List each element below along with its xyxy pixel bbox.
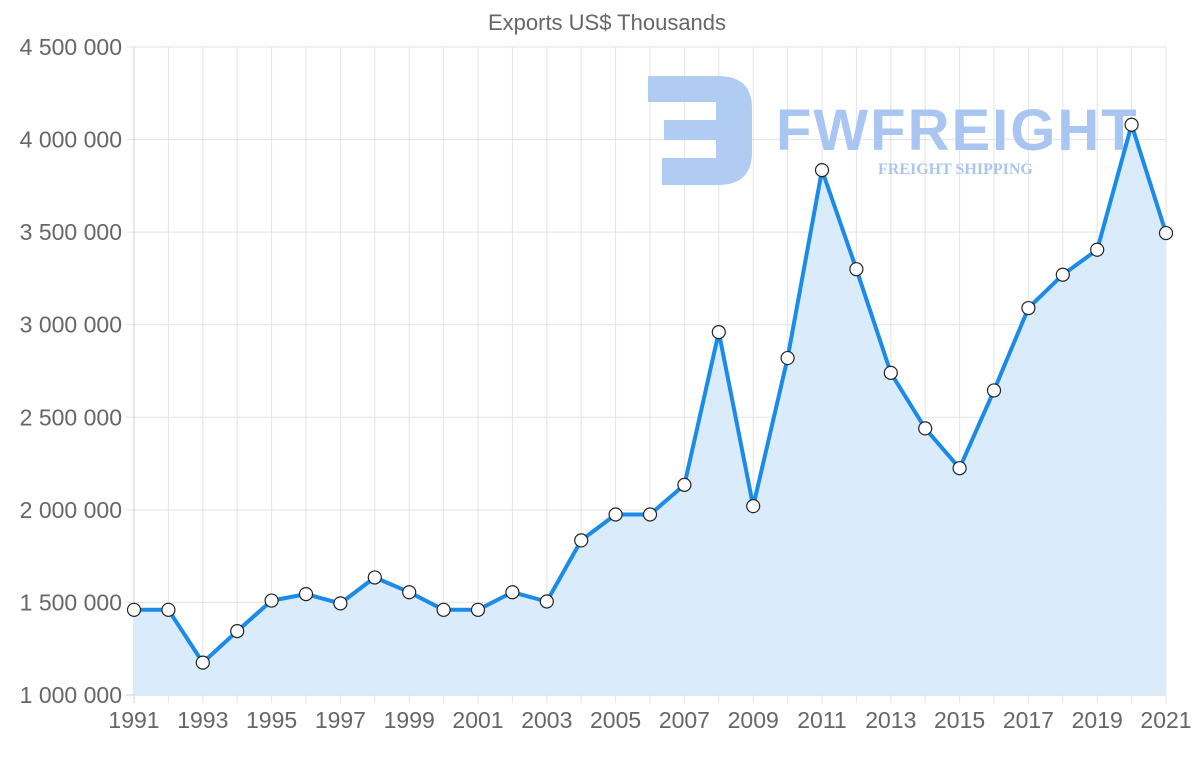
- y-tick-label: 3 500 000: [20, 219, 122, 245]
- data-point-2020[interactable]: [1124, 117, 1139, 132]
- x-tick-label: 2009: [728, 707, 779, 733]
- data-point-1999[interactable]: [402, 585, 417, 600]
- fwfreight-logo-icon: [648, 76, 752, 185]
- data-point-2002[interactable]: [505, 585, 520, 600]
- x-tick-label: 2015: [934, 707, 985, 733]
- data-point-2015[interactable]: [952, 461, 967, 476]
- y-tick-label: 4 000 000: [20, 127, 122, 153]
- data-point-1996[interactable]: [298, 586, 314, 602]
- data-point-1998[interactable]: [367, 570, 382, 585]
- data-point-2011[interactable]: [814, 163, 830, 178]
- data-point-2012[interactable]: [849, 262, 864, 277]
- data-point-2005[interactable]: [608, 507, 623, 522]
- data-point-2006[interactable]: [642, 507, 658, 522]
- data-point-2016[interactable]: [986, 383, 1002, 398]
- data-point-1997[interactable]: [333, 596, 348, 611]
- data-point-1994[interactable]: [230, 624, 245, 639]
- watermark-brand: FWFREIGHT: [776, 98, 1139, 163]
- x-tick-label: 2001: [452, 707, 503, 733]
- x-tick-label: 2007: [659, 707, 710, 733]
- x-tick-label: 1999: [384, 707, 435, 733]
- area-fill-shape: [134, 124, 1166, 696]
- data-point-2004[interactable]: [574, 533, 589, 548]
- data-point-2019[interactable]: [1090, 242, 1105, 257]
- x-tick-label: 2021: [1140, 707, 1191, 733]
- x-tick-label: 2011: [797, 707, 846, 733]
- area-fill: [134, 124, 1166, 696]
- data-point-2001[interactable]: [470, 602, 486, 617]
- data-point-1991[interactable]: [126, 602, 142, 617]
- data-point-2007[interactable]: [677, 477, 692, 492]
- x-tick-label: 2017: [1003, 707, 1054, 733]
- x-tick-label: 1991: [108, 707, 159, 733]
- y-tick-label: 2 000 000: [20, 497, 122, 523]
- data-point-2018[interactable]: [1055, 267, 1070, 282]
- x-tick-label: 2003: [521, 707, 572, 733]
- data-point-2010[interactable]: [780, 350, 795, 366]
- data-point-2013[interactable]: [883, 365, 898, 380]
- y-tick-label: 4 500 000: [20, 34, 122, 60]
- y-tick-label: 2 500 000: [20, 404, 122, 430]
- x-tick-label: 2019: [1072, 707, 1123, 733]
- x-axis: 1991 1993 1995 1997 1999 2001 2003 2005 2007 2009…: [108, 707, 1191, 733]
- x-tick-label: 1995: [246, 707, 297, 733]
- y-axis: 1 000 000 1 500 000 2 000 000 2 500 000 3 00…: [20, 34, 122, 708]
- y-tick-label: 1 500 000: [20, 589, 122, 615]
- data-point-2003[interactable]: [539, 594, 554, 609]
- data-point-2021[interactable]: [1158, 225, 1174, 241]
- x-tick-label: 2013: [865, 707, 916, 733]
- chart-title: Exports US$ Thousands: [488, 10, 726, 35]
- data-point-2000[interactable]: [436, 602, 451, 617]
- watermark-tagline: FREIGHT SHIPPING: [878, 161, 1033, 178]
- data-point-2017[interactable]: [1021, 300, 1036, 316]
- data-point-2014[interactable]: [918, 421, 933, 436]
- data-point-1992[interactable]: [161, 602, 176, 617]
- y-tick-label: 1 000 000: [20, 682, 122, 708]
- y-tick-label: 3 000 000: [20, 312, 122, 338]
- data-point-2008[interactable]: [711, 325, 726, 340]
- x-tick-label: 1993: [177, 707, 228, 733]
- data-point-1993[interactable]: [195, 655, 210, 670]
- data-point-2009[interactable]: [746, 499, 761, 514]
- data-point-1995[interactable]: [264, 593, 279, 608]
- watermark: FWFREIGHT FREIGHT SHIPPING: [648, 76, 1139, 185]
- data-points: [126, 117, 1174, 670]
- x-tick-label: 2005: [590, 707, 641, 733]
- x-tick-label: 1997: [315, 707, 366, 733]
